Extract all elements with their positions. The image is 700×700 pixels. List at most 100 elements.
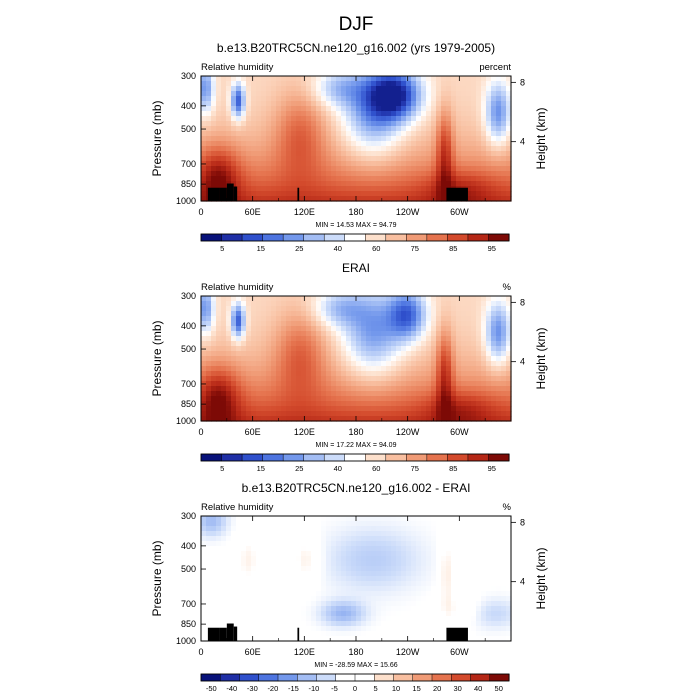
field-cell xyxy=(381,376,387,382)
field-cell xyxy=(441,356,447,362)
field-cell xyxy=(436,296,442,302)
field-cell xyxy=(256,136,262,142)
field-cell xyxy=(241,321,247,327)
field-cell xyxy=(291,186,297,192)
field-cell xyxy=(261,166,267,172)
field-cell xyxy=(216,371,222,377)
field-cell xyxy=(216,391,222,397)
field-cell xyxy=(456,536,462,542)
field-cell xyxy=(491,621,497,627)
field-cell xyxy=(316,186,322,192)
field-cell xyxy=(466,161,472,167)
field-cell xyxy=(271,136,277,142)
field-cell xyxy=(366,621,372,627)
field-cell xyxy=(291,611,297,617)
field-cell xyxy=(416,146,422,152)
field-cell xyxy=(401,621,407,627)
field-cell xyxy=(411,321,417,327)
field-cell xyxy=(386,106,392,112)
field-cell xyxy=(236,541,242,547)
field-cell xyxy=(486,326,492,332)
field-cell xyxy=(236,581,242,587)
field-cell xyxy=(441,606,447,612)
field-cell xyxy=(306,96,312,102)
field-cell xyxy=(341,411,347,417)
field-cell xyxy=(241,161,247,167)
colorbar-label: 50 xyxy=(495,684,503,693)
field-cell xyxy=(266,591,272,597)
field-cell xyxy=(491,341,497,347)
field-cell xyxy=(221,96,227,102)
field-cell xyxy=(416,576,422,582)
field-cell xyxy=(446,596,452,602)
field-cell xyxy=(471,76,477,82)
field-cell xyxy=(226,161,232,167)
field-cell xyxy=(301,311,307,317)
field-cell xyxy=(446,581,452,587)
field-cell xyxy=(236,351,242,357)
field-cell xyxy=(246,591,252,597)
field-cell xyxy=(221,346,227,352)
field-cell xyxy=(506,361,512,367)
field-cell xyxy=(261,391,267,397)
field-cell xyxy=(431,606,437,612)
field-cell xyxy=(426,626,432,632)
field-cell xyxy=(251,126,257,132)
field-cell xyxy=(426,311,432,317)
field-cell xyxy=(386,326,392,332)
field-cell xyxy=(371,346,377,352)
field-cell xyxy=(331,161,337,167)
field-cell xyxy=(381,116,387,122)
field-cell xyxy=(246,296,252,302)
field-cell xyxy=(271,141,277,147)
field-cell xyxy=(436,341,442,347)
field-cell xyxy=(461,356,467,362)
field-cell xyxy=(436,631,442,637)
field-cell xyxy=(376,136,382,142)
field-cell xyxy=(456,361,462,367)
field-cell xyxy=(276,131,282,137)
field-cell xyxy=(491,576,497,582)
field-cell xyxy=(311,621,317,627)
field-cell xyxy=(381,631,387,637)
field-cell xyxy=(471,131,477,137)
field-cell xyxy=(281,86,287,92)
field-cell xyxy=(376,131,382,137)
field-cell xyxy=(471,146,477,152)
field-cell xyxy=(406,626,412,632)
field-cell xyxy=(366,346,372,352)
field-cell xyxy=(301,391,307,397)
field-cell xyxy=(426,516,432,522)
field-cell xyxy=(316,91,322,97)
field-cell xyxy=(411,131,417,137)
field-cell xyxy=(231,81,237,87)
field-cell xyxy=(221,416,227,422)
field-cell xyxy=(231,96,237,102)
field-cell xyxy=(271,356,277,362)
field-cell xyxy=(481,191,487,197)
field-cell xyxy=(441,196,447,202)
field-cell xyxy=(226,546,232,552)
field-cell xyxy=(271,586,277,592)
field-cell xyxy=(301,591,307,597)
field-cell xyxy=(431,96,437,102)
field-cell xyxy=(221,381,227,387)
field-cell xyxy=(276,311,282,317)
field-cell xyxy=(211,376,217,382)
field-cell xyxy=(396,346,402,352)
field-cell xyxy=(441,131,447,137)
field-cell xyxy=(251,391,257,397)
field-cell xyxy=(356,636,362,642)
field-cell xyxy=(446,341,452,347)
field-cell xyxy=(356,406,362,412)
field-cell xyxy=(386,376,392,382)
field-cell xyxy=(326,406,332,412)
field-cell xyxy=(276,411,282,417)
field-cell xyxy=(401,411,407,417)
field-cell xyxy=(256,566,262,572)
field-cell xyxy=(431,396,437,402)
field-cell xyxy=(301,636,307,642)
field-cell xyxy=(291,526,297,532)
field-cell xyxy=(231,566,237,572)
field-cell xyxy=(316,76,322,82)
